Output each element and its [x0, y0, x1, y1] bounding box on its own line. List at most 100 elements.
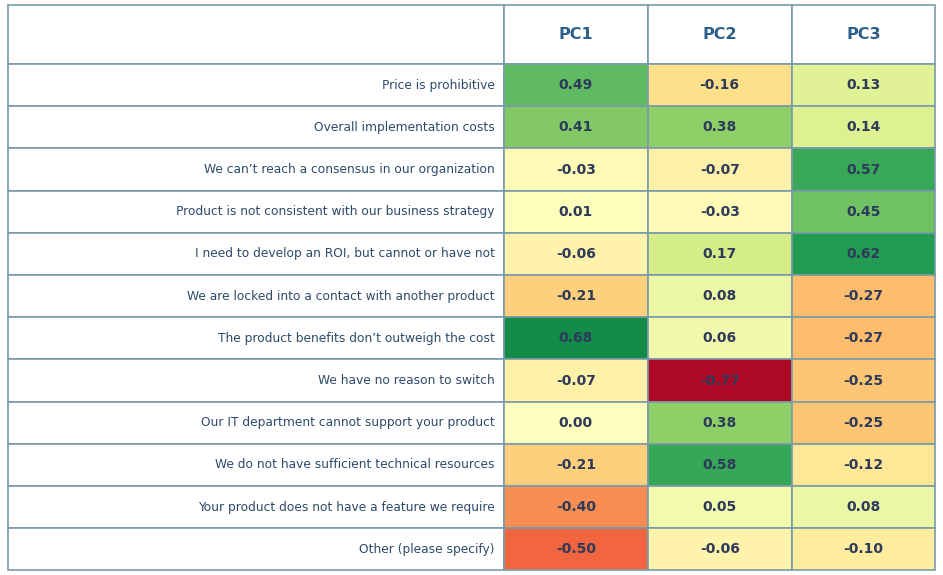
Text: 0.68: 0.68: [559, 331, 593, 346]
Text: 0.05: 0.05: [703, 500, 736, 514]
Bar: [648, 317, 791, 359]
Text: -0.07: -0.07: [700, 163, 739, 177]
Bar: [8, 275, 504, 317]
Text: -0.16: -0.16: [700, 78, 739, 92]
Text: -0.50: -0.50: [555, 542, 596, 556]
Text: Other (please specify): Other (please specify): [359, 543, 495, 556]
Bar: [8, 317, 504, 359]
Bar: [648, 190, 791, 233]
Bar: [791, 401, 935, 444]
Text: -0.07: -0.07: [556, 374, 596, 388]
Bar: [8, 5, 504, 64]
Bar: [648, 359, 791, 401]
Bar: [791, 5, 935, 64]
Text: Price is prohibitive: Price is prohibitive: [382, 79, 495, 91]
Bar: [504, 190, 648, 233]
Text: 0.14: 0.14: [847, 120, 881, 135]
Text: 0.38: 0.38: [703, 120, 736, 135]
Bar: [504, 317, 648, 359]
Text: I need to develop an ROI, but cannot or have not: I need to develop an ROI, but cannot or …: [194, 247, 495, 260]
Text: -0.10: -0.10: [844, 542, 884, 556]
Bar: [504, 444, 648, 486]
Text: 0.13: 0.13: [847, 78, 881, 92]
Text: -0.03: -0.03: [700, 205, 739, 218]
Text: The product benefits don’t outweigh the cost: The product benefits don’t outweigh the …: [218, 332, 495, 345]
Text: PC3: PC3: [846, 27, 881, 42]
Text: -0.06: -0.06: [700, 542, 739, 556]
Text: 0.17: 0.17: [703, 247, 736, 261]
Bar: [791, 233, 935, 275]
Bar: [504, 106, 648, 148]
Bar: [791, 486, 935, 528]
Bar: [8, 190, 504, 233]
Text: 0.62: 0.62: [847, 247, 881, 261]
Text: -0.77: -0.77: [700, 374, 739, 388]
Text: We are locked into a contact with another product: We are locked into a contact with anothe…: [187, 290, 495, 302]
Text: -0.21: -0.21: [555, 458, 596, 472]
Bar: [791, 528, 935, 570]
Text: 0.38: 0.38: [703, 416, 736, 430]
Bar: [504, 359, 648, 401]
Text: 0.08: 0.08: [703, 289, 736, 303]
Bar: [504, 528, 648, 570]
Text: We have no reason to switch: We have no reason to switch: [318, 374, 495, 387]
Text: -0.25: -0.25: [843, 374, 884, 388]
Bar: [648, 444, 791, 486]
Text: -0.27: -0.27: [844, 331, 884, 346]
Bar: [504, 401, 648, 444]
Text: Our IT department cannot support your product: Our IT department cannot support your pr…: [201, 416, 495, 429]
Bar: [504, 486, 648, 528]
Bar: [8, 444, 504, 486]
Bar: [648, 64, 791, 106]
Bar: [8, 148, 504, 190]
Text: 0.08: 0.08: [847, 500, 881, 514]
Bar: [648, 106, 791, 148]
Bar: [8, 64, 504, 106]
Text: PC1: PC1: [558, 27, 593, 42]
Text: 0.57: 0.57: [847, 163, 881, 177]
Bar: [504, 275, 648, 317]
Text: -0.03: -0.03: [556, 163, 596, 177]
Bar: [791, 190, 935, 233]
Bar: [8, 486, 504, 528]
Bar: [791, 444, 935, 486]
Bar: [648, 528, 791, 570]
Text: 0.00: 0.00: [559, 416, 593, 430]
Bar: [504, 233, 648, 275]
Bar: [8, 233, 504, 275]
Bar: [648, 486, 791, 528]
Text: -0.40: -0.40: [555, 500, 596, 514]
Text: Overall implementation costs: Overall implementation costs: [314, 121, 495, 134]
Bar: [791, 359, 935, 401]
Bar: [8, 401, 504, 444]
Bar: [648, 275, 791, 317]
Text: PC2: PC2: [703, 27, 737, 42]
Bar: [791, 148, 935, 190]
Bar: [8, 106, 504, 148]
Text: -0.06: -0.06: [556, 247, 596, 261]
Text: 0.06: 0.06: [703, 331, 736, 346]
Text: We can’t reach a consensus in our organization: We can’t reach a consensus in our organi…: [204, 163, 495, 176]
Text: -0.21: -0.21: [555, 289, 596, 303]
Text: Your product does not have a feature we require: Your product does not have a feature we …: [198, 501, 495, 513]
Bar: [791, 106, 935, 148]
Text: 0.58: 0.58: [703, 458, 736, 472]
Text: Product is not consistent with our business strategy: Product is not consistent with our busin…: [176, 205, 495, 218]
Text: -0.12: -0.12: [843, 458, 884, 472]
Text: 0.45: 0.45: [847, 205, 881, 218]
Bar: [504, 148, 648, 190]
Bar: [791, 317, 935, 359]
Bar: [504, 5, 648, 64]
Text: 0.49: 0.49: [559, 78, 593, 92]
Bar: [791, 64, 935, 106]
Text: 0.01: 0.01: [559, 205, 593, 218]
Bar: [504, 64, 648, 106]
Bar: [791, 275, 935, 317]
Bar: [648, 233, 791, 275]
Bar: [648, 148, 791, 190]
Bar: [8, 359, 504, 401]
Text: -0.27: -0.27: [844, 289, 884, 303]
Bar: [8, 528, 504, 570]
Text: -0.25: -0.25: [843, 416, 884, 430]
Bar: [648, 5, 791, 64]
